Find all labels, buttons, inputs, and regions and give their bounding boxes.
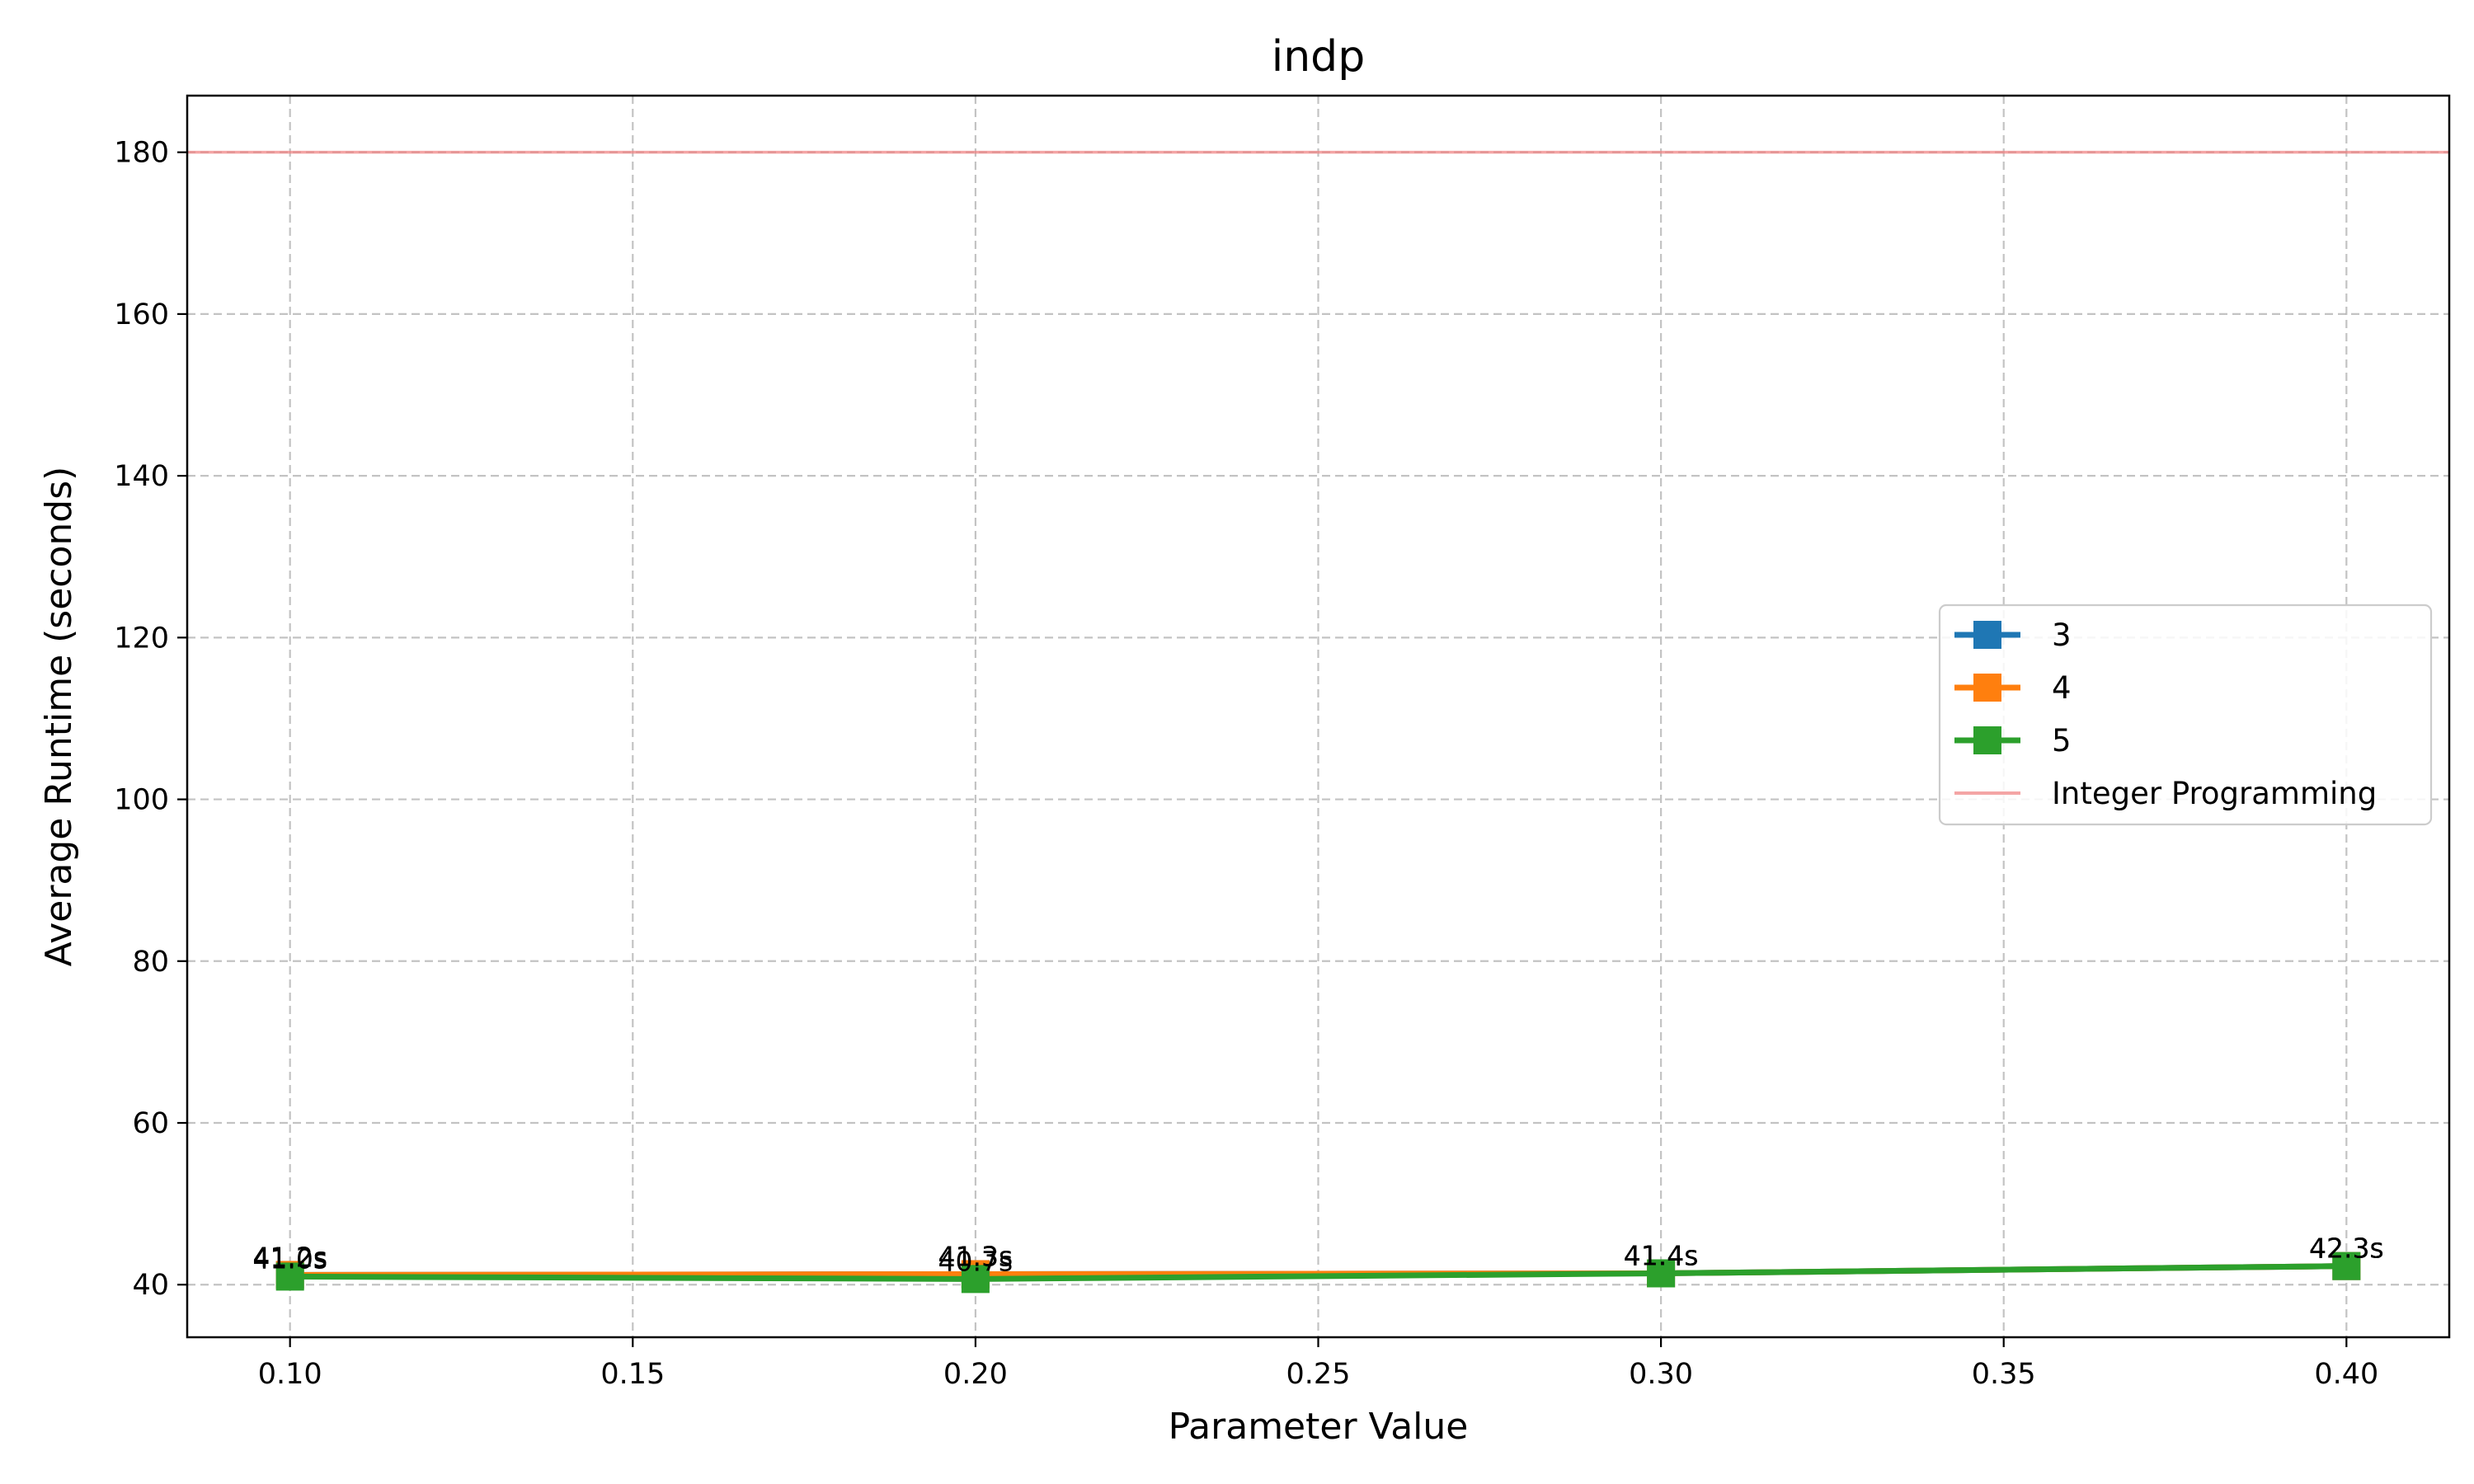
legend-item-4: 4 [1954, 670, 2072, 706]
series-5-data-label: 41.0s [252, 1242, 327, 1275]
x-tick-label: 0.35 [1972, 1358, 2036, 1391]
series-3-data-label: 41.4s [1624, 1239, 1699, 1271]
series-5-marker [2332, 1252, 2361, 1280]
y-tick-label: 160 [114, 298, 169, 331]
y-tick-label: 60 [132, 1107, 169, 1140]
series-5-marker [275, 1262, 304, 1291]
legend-item-3: 3 [1954, 618, 2072, 653]
y-tick-label: 120 [114, 622, 169, 655]
legend-item-5: 5 [1954, 723, 2072, 758]
x-tick-label: 0.10 [258, 1358, 322, 1391]
series-5 [275, 1252, 2361, 1294]
x-axis-label: Parameter Value [1169, 1406, 1469, 1448]
y-tick-label: 80 [132, 946, 169, 979]
y-tick-label: 40 [132, 1269, 169, 1302]
legend-swatch-marker [1973, 726, 2001, 754]
legend-box [1938, 603, 2433, 826]
legend-label: 5 [2052, 723, 2072, 758]
x-tick-label: 0.25 [1286, 1358, 1351, 1391]
series-5-data-label: 41.4s [1624, 1239, 1699, 1271]
series-3-data-label: 41.2s [252, 1241, 327, 1273]
legend-label: Integer Programming [2052, 776, 2377, 811]
axis-ticks: 0.10 0.15 0.20 0.25 0.30 0.35 0.40 40 60 80 100 120… [114, 137, 2378, 1391]
series-5-data-label: 42.3s [2309, 1233, 2384, 1265]
series-5-data-label: 40.7s [938, 1245, 1014, 1277]
y-axis-label: Average Runtime (seconds) [38, 467, 80, 967]
x-tick-label: 0.30 [1629, 1358, 1693, 1391]
series-4-data-label: 42.3s [2309, 1233, 2384, 1265]
chart-title: indp [1272, 32, 1365, 82]
series-5-line [289, 1263, 2347, 1282]
series-4-data-label: 41.2s [252, 1241, 327, 1273]
series-3-data-label: 41.3s [938, 1240, 1014, 1272]
x-tick-label: 0.40 [2314, 1358, 2378, 1391]
series-3-data-label: 42.3s [2309, 1233, 2384, 1265]
y-tick-label: 140 [114, 460, 169, 493]
x-tick-label: 0.20 [943, 1358, 1008, 1391]
series-4-data-label: 41.4s [1624, 1239, 1699, 1271]
legend: 3 4 5 Integer Programming [1938, 603, 2433, 826]
y-tick-label: 180 [114, 137, 169, 170]
y-tick-label: 100 [114, 784, 169, 817]
legend-swatch-marker [1973, 674, 2001, 702]
legend-item-integer-programming: Integer Programming [1954, 776, 2377, 811]
x-tick-label: 0.15 [600, 1358, 665, 1391]
series-5-marker [961, 1265, 990, 1294]
legend-label: 4 [2052, 670, 2072, 706]
legend-label: 3 [2052, 618, 2072, 653]
series-4-data-label: 41.3s [938, 1240, 1014, 1272]
legend-swatch-marker [1973, 621, 2001, 649]
series-5-marker [1647, 1259, 1676, 1288]
series-layer [275, 1252, 2361, 1294]
